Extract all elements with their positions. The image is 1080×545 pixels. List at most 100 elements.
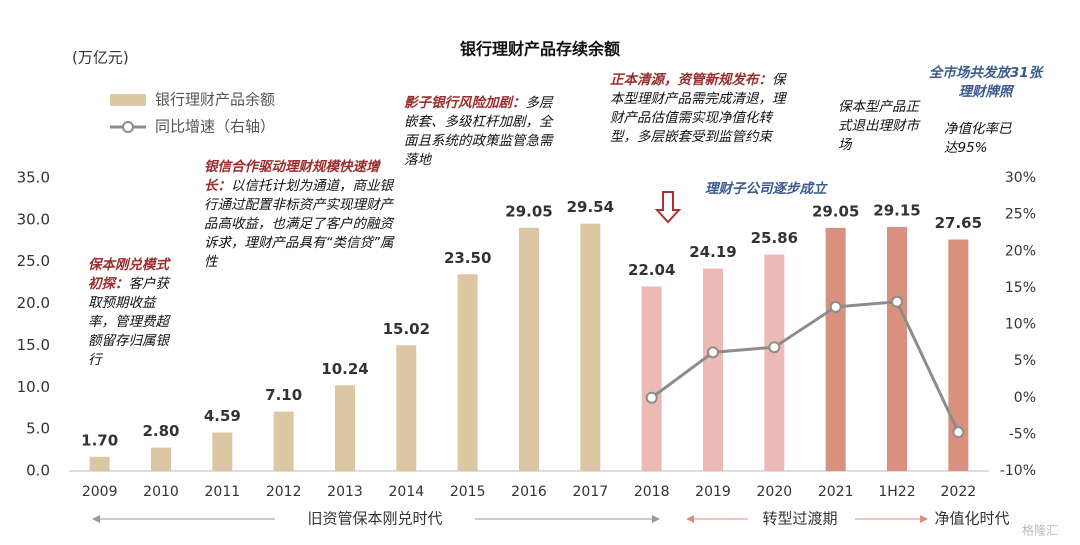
bar bbox=[580, 223, 601, 471]
annotation: 全市场共发放31张理财牌照 bbox=[928, 65, 1043, 100]
y-tick-label: 0.0 bbox=[26, 462, 50, 480]
data-label: 27.65 bbox=[935, 214, 982, 232]
bar bbox=[519, 227, 539, 471]
bar bbox=[948, 239, 969, 471]
line-marker bbox=[891, 295, 903, 308]
annotation-text: 多层嵌套、多级杠杆加剧，全面且系统的政策监管急需落地 bbox=[404, 95, 553, 168]
line-marker bbox=[768, 341, 781, 354]
bar bbox=[641, 286, 662, 471]
y2-tick-label: 5% bbox=[1014, 353, 1036, 369]
annotation-text: 保本型理财产品需完成清退，理财产品估值需实现净值化转型，多层嵌套受到监管约束 bbox=[610, 72, 786, 145]
watermark: 格隆汇 bbox=[1022, 523, 1058, 538]
annotation: 银信合作驱动理财规模快速增长：以信托计划为通道，商业银行通过配置非标资产实现理财… bbox=[204, 158, 394, 272]
y-tick-label: 10.0 bbox=[17, 378, 50, 396]
annotation-lead: 保本刚兑模式初探： bbox=[88, 257, 169, 292]
x-tick-label: 2015 bbox=[450, 484, 486, 500]
bar bbox=[335, 385, 355, 471]
line-marker bbox=[829, 300, 842, 313]
data-label: 23.50 bbox=[444, 249, 491, 267]
x-tick-label: 2022 bbox=[941, 484, 977, 500]
annotation-text: 以信托计划为通道，商业银行通过配置非标资产实现理财产品高收益，也满足了客户的融资… bbox=[204, 178, 394, 270]
x-tick-label: 1H22 bbox=[878, 484, 915, 500]
line bbox=[650, 300, 960, 433]
data-label: 29.05 bbox=[505, 202, 552, 220]
bar bbox=[764, 254, 785, 471]
x-tick-label: 2009 bbox=[82, 484, 118, 500]
legend-swatch bbox=[122, 121, 134, 133]
y-tick-label: 35.0 bbox=[17, 169, 50, 187]
bar bbox=[457, 274, 478, 471]
data-label: 1.70 bbox=[81, 431, 118, 449]
line-marker bbox=[952, 426, 965, 439]
data-label: 15.02 bbox=[383, 320, 430, 338]
y2-tick-label: 10% bbox=[1005, 317, 1036, 333]
data-label: 24.19 bbox=[689, 243, 736, 261]
annotation-lead: 银信合作驱动理财规模快速增长： bbox=[204, 159, 380, 194]
bar bbox=[89, 456, 110, 471]
era-label: 旧资管保本刚兑时代 bbox=[307, 510, 442, 528]
y-axis-label: (万亿元) bbox=[72, 49, 129, 67]
annotation: 正本清源，资管新规发布：保本型理财产品需完成清退，理财产品估值需实现净值化转型，… bbox=[610, 71, 786, 147]
x-tick-label: 2016 bbox=[511, 484, 547, 500]
x-tick-label: 2017 bbox=[573, 484, 609, 500]
x-tick-label: 2011 bbox=[205, 484, 241, 500]
bar bbox=[396, 345, 417, 471]
x-tick-label: 2012 bbox=[266, 484, 302, 500]
line-marker bbox=[645, 391, 658, 404]
data-label: 4.59 bbox=[204, 407, 241, 425]
x-tick-label: 2013 bbox=[327, 484, 363, 500]
data-label: 7.10 bbox=[265, 386, 302, 404]
y-tick-label: 25.0 bbox=[17, 252, 50, 270]
y2-tick-label: 30% bbox=[1005, 170, 1036, 186]
annotation-text: 客户获取预期收益率，管理费超额留存归属银行 bbox=[88, 276, 169, 368]
data-label: 29.05 bbox=[812, 202, 859, 220]
y-tick-label: 5.0 bbox=[26, 420, 50, 438]
annotation-lead: 正本清源，资管新规发布： bbox=[610, 72, 772, 88]
y-tick-label: 15.0 bbox=[17, 336, 50, 354]
annotation: 净值化率已达95% bbox=[944, 121, 1012, 156]
y2-tick-label: -10% bbox=[1000, 463, 1036, 479]
y-tick-label: 20.0 bbox=[17, 294, 50, 312]
data-label: 10.24 bbox=[321, 360, 368, 378]
era-label: 净值化时代 bbox=[934, 510, 1009, 528]
x-tick-label: 2019 bbox=[695, 484, 731, 500]
y2-tick-label: 0% bbox=[1014, 390, 1036, 406]
legend-label: 同比增速（右轴） bbox=[155, 118, 275, 136]
annotation-lead: 影子银行风险加剧： bbox=[404, 95, 526, 111]
data-label: 2.80 bbox=[142, 422, 179, 440]
annotation: 理财子公司逐步成立 bbox=[705, 181, 827, 197]
x-tick-label: 2014 bbox=[389, 484, 425, 500]
y2-tick-label: 15% bbox=[1005, 280, 1036, 296]
x-tick-label: 2021 bbox=[818, 484, 854, 500]
line-marker bbox=[707, 346, 719, 359]
y-tick-label: 30.0 bbox=[17, 210, 50, 228]
x-tick-label: 2018 bbox=[634, 484, 670, 500]
bar bbox=[825, 227, 846, 471]
bar bbox=[703, 268, 723, 471]
era-arrow-head bbox=[920, 515, 928, 523]
data-label: 29.54 bbox=[567, 198, 614, 216]
x-tick-label: 2020 bbox=[757, 484, 793, 500]
era-arrow-head bbox=[686, 515, 694, 523]
era-label: 转型过渡期 bbox=[762, 510, 837, 528]
legend-swatch bbox=[110, 94, 146, 106]
era-arrow-head bbox=[92, 515, 100, 523]
data-label: 25.86 bbox=[751, 229, 798, 247]
bar bbox=[887, 226, 907, 471]
bar bbox=[212, 432, 233, 471]
annotation: 影子银行风险加剧：多层嵌套、多级杠杆加剧，全面且系统的政策监管急需落地 bbox=[404, 94, 564, 170]
data-label: 29.15 bbox=[873, 201, 920, 219]
bar bbox=[151, 447, 171, 471]
x-tick-label: 2010 bbox=[143, 484, 179, 500]
annotation: 保本刚兑模式初探：客户获取预期收益率，管理费超额留存归属银行 bbox=[88, 256, 174, 370]
bar bbox=[273, 411, 294, 471]
annotation: 保本型产品正式退出理财市场 bbox=[838, 99, 919, 153]
y2-tick-label: -5% bbox=[1009, 426, 1036, 442]
data-label: 22.04 bbox=[628, 261, 675, 279]
arrow-down bbox=[654, 191, 682, 224]
chart-title: 银行理财产品存续余额 bbox=[460, 40, 620, 59]
y2-tick-label: 25% bbox=[1005, 207, 1036, 223]
y2-tick-label: 20% bbox=[1005, 243, 1036, 259]
